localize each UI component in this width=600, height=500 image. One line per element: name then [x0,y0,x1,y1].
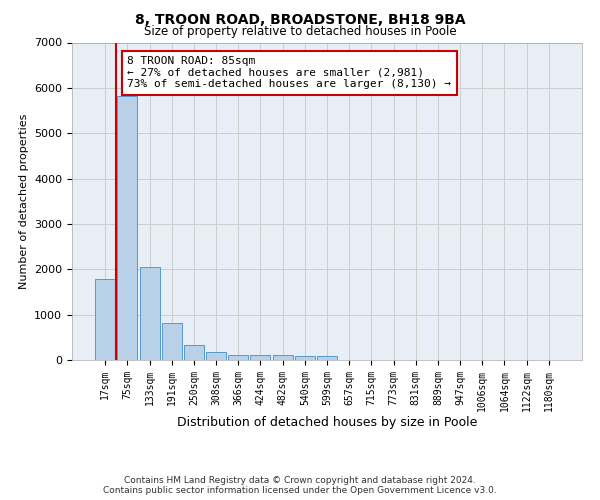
Bar [95,280,115,360]
Y-axis label: Number of detached properties: Number of detached properties [19,114,29,289]
Bar [140,266,160,360]
Bar [184,344,204,360]
Text: 8 TROON ROAD: 85sqm
← 27% of detached houses are smaller (2,981)
73% of semi-det: 8 TROON ROAD: 85sqm ← 27% of detached ho… [127,56,451,90]
X-axis label: Distribution of detached houses by size in Poole: Distribution of detached houses by size … [177,416,477,430]
Bar [162,323,182,360]
Bar [228,355,248,360]
Bar [206,352,226,360]
Text: Contains HM Land Registry data © Crown copyright and database right 2024.
Contai: Contains HM Land Registry data © Crown c… [103,476,497,495]
Bar [295,356,315,360]
Bar [250,355,271,360]
Bar [118,96,137,360]
Bar [317,356,337,360]
Text: Size of property relative to detached houses in Poole: Size of property relative to detached ho… [143,25,457,38]
Bar [272,355,293,360]
Text: 8, TROON ROAD, BROADSTONE, BH18 9BA: 8, TROON ROAD, BROADSTONE, BH18 9BA [134,12,466,26]
